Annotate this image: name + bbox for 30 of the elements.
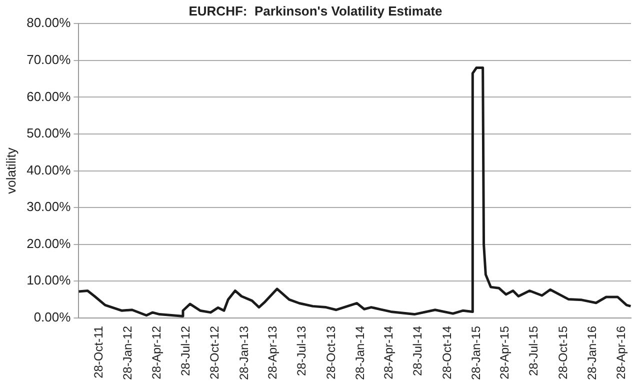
- x-tick-label: 28-Jul-13: [294, 326, 309, 376]
- y-tick-label: 30.00%: [26, 199, 72, 214]
- y-tick-label: 70.00%: [26, 52, 72, 67]
- x-tick-label: 28-Jan-15: [469, 326, 484, 380]
- y-tick-label: 10.00%: [26, 272, 72, 288]
- x-tick-label: 28-Oct-13: [324, 326, 338, 380]
- x-tick-label: 28-Oct-11: [91, 326, 106, 378]
- x-tick-label: 28-Oct-15: [556, 326, 570, 380]
- x-tick-label: 28-Jan-12: [120, 326, 135, 380]
- y-tick-label: 20.00%: [26, 236, 72, 251]
- x-tick-label: 28-Jan-14: [353, 326, 368, 380]
- x-tick-label: 28-Jan-16: [585, 326, 600, 380]
- x-tick-label: 28-Apr-15: [498, 326, 512, 380]
- chart-title: EURCHF: Parkinson's Volatility Estimate: [188, 3, 442, 18]
- x-tick-label: 28-Oct-14: [440, 326, 454, 380]
- x-tick-label: 28-Apr-13: [266, 326, 280, 380]
- y-tick-label: 60.00%: [26, 88, 72, 104]
- x-tick-label: 28-Jul-12: [178, 326, 192, 376]
- x-tick-label: 28-Apr-16: [614, 326, 628, 380]
- y-tick-label: 80.00%: [26, 15, 72, 30]
- x-tick-label: 28-Jul-15: [526, 326, 541, 376]
- y-tick-label: 50.00%: [26, 126, 72, 141]
- x-tick-label: 28-Apr-14: [382, 326, 396, 380]
- y-tick-label: 40.00%: [26, 162, 72, 178]
- y-tick-label: 0.00%: [34, 310, 72, 325]
- x-tick-label: 28-Jul-14: [410, 326, 425, 376]
- x-tick-label: 28-Apr-12: [150, 326, 164, 380]
- x-tick-label: 28-Oct-12: [208, 326, 222, 380]
- x-tick-label: 28-Jan-13: [236, 326, 251, 380]
- y-axis-title: volatility: [3, 147, 18, 194]
